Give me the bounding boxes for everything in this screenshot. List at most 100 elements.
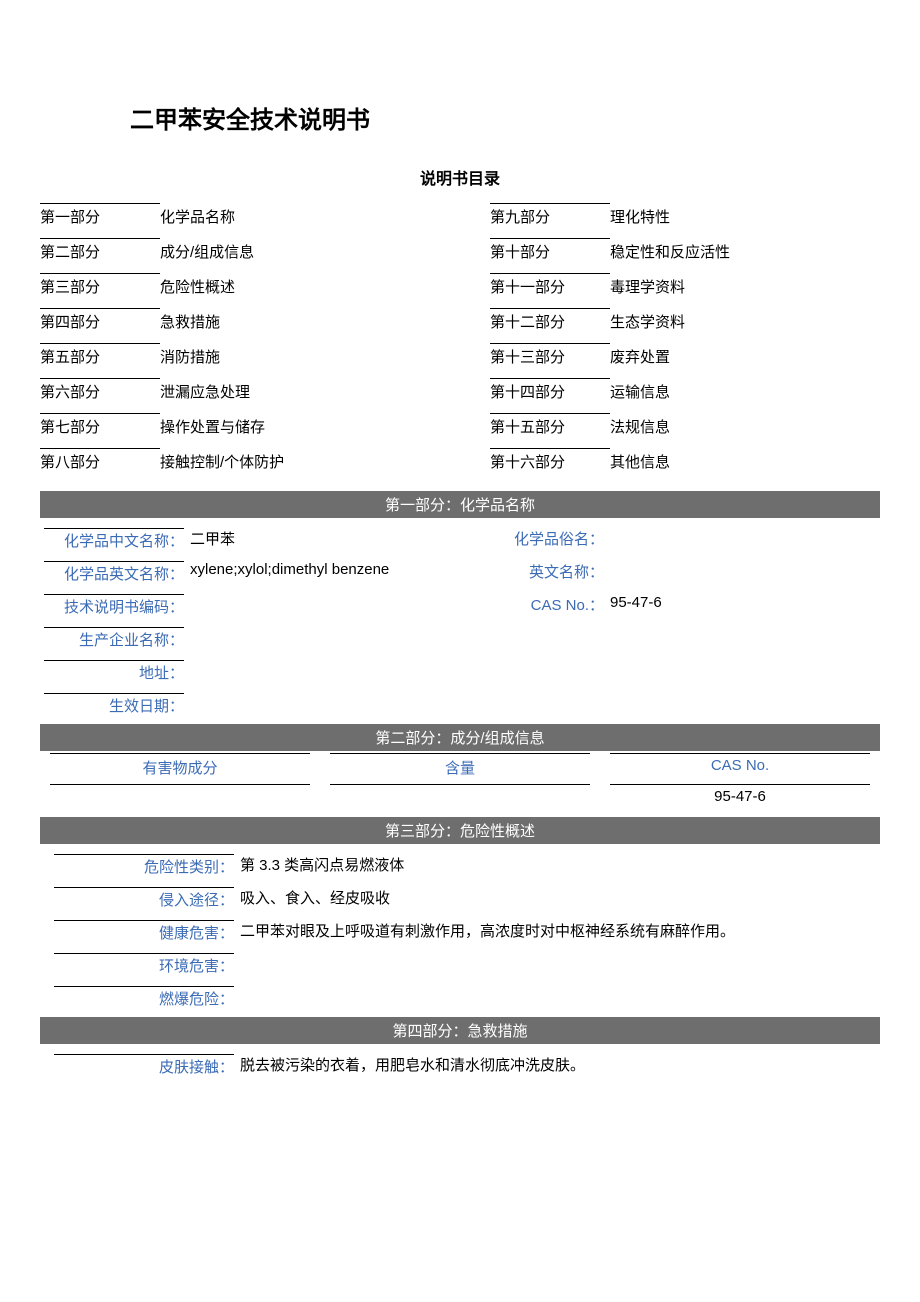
toc-row: 第五部分消防措施 [40, 343, 430, 367]
toc-part-label: 第五部分 [40, 343, 160, 367]
toc-part-label: 第九部分 [490, 203, 610, 227]
row-label: 环境危害： [40, 953, 240, 976]
field-label: CAS No.： [460, 594, 610, 617]
toc-part-name: 化学品名称 [160, 206, 235, 227]
toc-part-label: 第十一部分 [490, 273, 610, 297]
toc-part-name: 生态学资料 [610, 311, 685, 332]
section-2-header-row: 有害物成分 含量 CAS No. [40, 753, 880, 782]
row-label: 危险性类别： [40, 854, 240, 877]
cell: 95-47-6 [600, 784, 880, 809]
cell [320, 784, 600, 809]
toc-part-name: 法规信息 [610, 416, 670, 437]
field-label: 化学品中文名称： [40, 528, 190, 551]
toc-part-label: 第四部分 [40, 308, 160, 332]
toc-part-name: 接触控制/个体防护 [160, 451, 284, 472]
toc-right-column: 第九部分理化特性第十部分稳定性和反应活性第十一部分毒理学资料第十二部分生态学资料… [490, 203, 880, 483]
section-4-header: 第四部分：急救措施 [40, 1017, 880, 1044]
toc-part-name: 毒理学资料 [610, 276, 685, 297]
row-label: 侵入途径： [40, 887, 240, 910]
label-value-row: 环境危害： [40, 953, 880, 976]
label-value-row: 侵入途径：吸入、食入、经皮吸收 [40, 887, 880, 910]
toc-row: 第六部分泄漏应急处理 [40, 378, 430, 402]
row-value: 二甲苯对眼及上呼吸道有刺激作用，高浓度时对中枢神经系统有麻醉作用。 [240, 920, 735, 943]
toc-part-label: 第三部分 [40, 273, 160, 297]
section-4-body: 皮肤接触：脱去被污染的衣着，用肥皂水和清水彻底冲洗皮肤。 [40, 1054, 880, 1077]
toc-row: 第四部分急救措施 [40, 308, 430, 332]
field-row: 化学品英文名称：xylene;xylol;dimethyl benzene 英文名… [40, 561, 880, 584]
toc-row: 第九部分理化特性 [490, 203, 880, 227]
toc-part-label: 第十四部分 [490, 378, 610, 402]
label-value-row: 皮肤接触：脱去被污染的衣着，用肥皂水和清水彻底冲洗皮肤。 [40, 1054, 880, 1077]
toc-row: 第十五部分法规信息 [490, 413, 880, 437]
toc-row: 第七部分操作处置与储存 [40, 413, 430, 437]
field-row: 地址： [40, 660, 880, 683]
document-title: 二甲苯安全技术说明书 [130, 100, 880, 135]
field-row: 技术说明书编码：CAS No.：95-47-6 [40, 594, 880, 617]
toc-part-name: 操作处置与储存 [160, 416, 265, 437]
field-value: 95-47-6 [610, 594, 662, 617]
col-header: 有害物成分 [40, 753, 320, 782]
row-label: 健康危害： [40, 920, 240, 943]
row-value: 第 3.3 类高闪点易燃液体 [240, 854, 404, 877]
col-header: 含量 [320, 753, 600, 782]
row-label: 皮肤接触： [40, 1054, 240, 1077]
toc-row: 第一部分化学品名称 [40, 203, 430, 227]
toc-part-name: 运输信息 [610, 381, 670, 402]
section-1-body: 化学品中文名称：二甲苯 化学品俗名： 化学品英文名称：xylene;xylol;di… [40, 528, 880, 716]
toc-part-name: 泄漏应急处理 [160, 381, 250, 402]
toc-row: 第八部分接触控制/个体防护 [40, 448, 430, 472]
field-row: 化学品中文名称：二甲苯 化学品俗名： [40, 528, 880, 551]
section-3-header: 第三部分：危险性概述 [40, 817, 880, 844]
toc-part-label: 第十六部分 [490, 448, 610, 472]
toc-part-label: 第十部分 [490, 238, 610, 262]
toc-left-column: 第一部分化学品名称第二部分成分/组成信息第三部分危险性概述第四部分急救措施第五部… [40, 203, 430, 483]
toc-part-label: 第六部分 [40, 378, 160, 402]
section-2-data-row: 95-47-6 [40, 784, 880, 809]
toc-part-label: 第八部分 [40, 448, 160, 472]
toc-part-name: 理化特性 [610, 206, 670, 227]
section-2-header: 第二部分：成分/组成信息 [40, 724, 880, 751]
field-label: 化学品英文名称： [40, 561, 190, 584]
toc-part-label: 第十三部分 [490, 343, 610, 367]
label-value-row: 健康危害：二甲苯对眼及上呼吸道有刺激作用，高浓度时对中枢神经系统有麻醉作用。 [40, 920, 880, 943]
toc-title: 说明书目录 [40, 165, 880, 189]
section-3-body: 危险性类别：第 3.3 类高闪点易燃液体侵入途径：吸入、食入、经皮吸收健康危害：… [40, 854, 880, 1009]
row-value: 吸入、食入、经皮吸收 [240, 887, 390, 910]
toc-row: 第十三部分废弃处置 [490, 343, 880, 367]
col-header: CAS No. [600, 753, 880, 782]
toc-part-label: 第二部分 [40, 238, 160, 262]
toc-part-name: 急救措施 [160, 311, 220, 332]
toc-row: 第十一部分毒理学资料 [490, 273, 880, 297]
label-value-row: 燃爆危险： [40, 986, 880, 1009]
field-label: 英文名称： [460, 561, 610, 584]
toc-row: 第二部分成分/组成信息 [40, 238, 430, 262]
field-row: 生效日期： [40, 693, 880, 716]
field-label: 地址： [40, 660, 190, 683]
cell [40, 784, 320, 809]
field-label: 生效日期： [40, 693, 190, 716]
table-of-contents: 第一部分化学品名称第二部分成分/组成信息第三部分危险性概述第四部分急救措施第五部… [40, 203, 880, 483]
toc-row: 第十四部分运输信息 [490, 378, 880, 402]
row-value: 脱去被污染的衣着，用肥皂水和清水彻底冲洗皮肤。 [240, 1054, 585, 1077]
toc-part-name: 成分/组成信息 [160, 241, 254, 262]
field-value: 二甲苯 [190, 528, 235, 551]
toc-part-label: 第一部分 [40, 203, 160, 227]
toc-part-name: 废弃处置 [610, 346, 670, 367]
toc-part-label: 第十二部分 [490, 308, 610, 332]
field-value: xylene;xylol;dimethyl benzene [190, 561, 389, 584]
toc-part-name: 危险性概述 [160, 276, 235, 297]
toc-part-label: 第十五部分 [490, 413, 610, 437]
toc-part-name: 稳定性和反应活性 [610, 241, 730, 262]
toc-row: 第十六部分其他信息 [490, 448, 880, 472]
toc-part-name: 消防措施 [160, 346, 220, 367]
toc-part-name: 其他信息 [610, 451, 670, 472]
section-1-header: 第一部分：化学品名称 [40, 491, 880, 518]
toc-row: 第十部分稳定性和反应活性 [490, 238, 880, 262]
toc-part-label: 第七部分 [40, 413, 160, 437]
field-row: 生产企业名称： [40, 627, 880, 650]
toc-row: 第十二部分生态学资料 [490, 308, 880, 332]
row-label: 燃爆危险： [40, 986, 240, 1009]
toc-row: 第三部分危险性概述 [40, 273, 430, 297]
label-value-row: 危险性类别：第 3.3 类高闪点易燃液体 [40, 854, 880, 877]
field-label: 化学品俗名： [460, 528, 610, 551]
